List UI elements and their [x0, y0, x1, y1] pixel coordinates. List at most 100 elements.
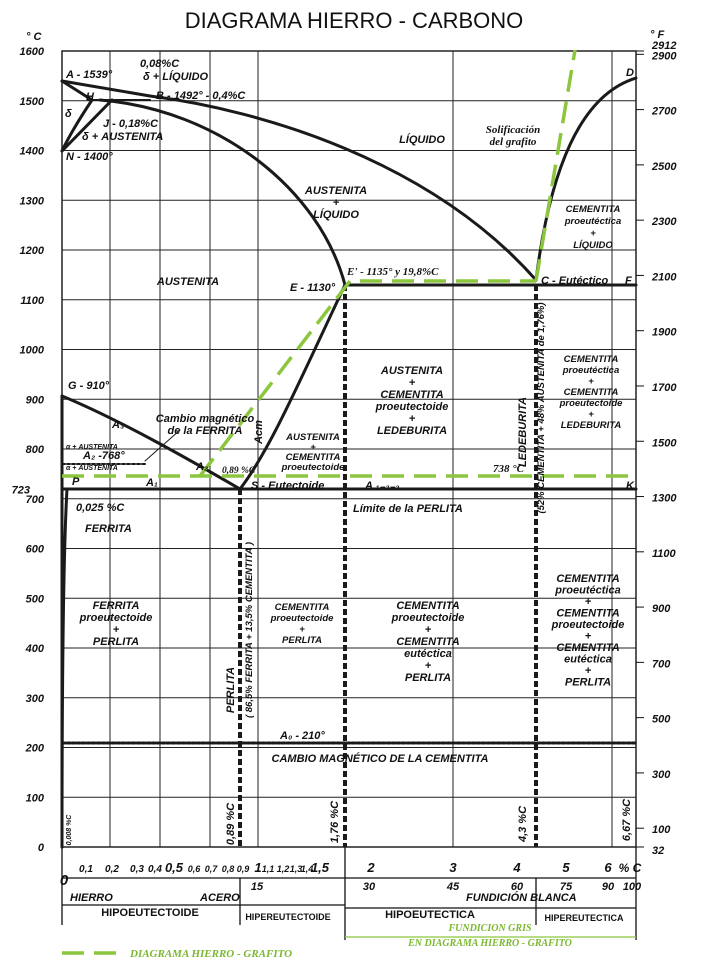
region-label: proeutectoide — [79, 612, 153, 624]
region-label: proeutectoide — [559, 398, 624, 409]
region-label: CEMENTITA — [564, 354, 619, 365]
region-label: AUSTENITA — [285, 432, 340, 443]
x-tick-label: 1,5 — [311, 860, 330, 875]
c-tick-label: 600 — [26, 544, 45, 556]
range-label: HIERRO — [70, 892, 113, 904]
c-tick-label: 1300 — [20, 195, 45, 207]
f-tick-label: 2500 — [651, 161, 677, 173]
region-label: proeutéctica — [554, 585, 620, 597]
c-tick-label: 300 — [26, 693, 45, 705]
region-label: CEMENTITA — [380, 389, 443, 401]
c-tick-label: 0 — [38, 842, 45, 854]
region-label: proeutectoide — [391, 612, 465, 624]
x-tick-label: 6 — [604, 860, 612, 875]
region-label: 1,76 %C — [329, 800, 341, 843]
region-label: CEMENTITA — [564, 387, 619, 398]
region-label: A₁ — [145, 477, 158, 489]
region-label: + — [113, 624, 120, 636]
x-tick-label: 3 — [449, 860, 457, 875]
region-label: A₀ - 210° — [279, 730, 325, 742]
x-tick-label: 2 — [366, 860, 375, 875]
region-label: eutéctica — [564, 654, 612, 666]
region-label: + — [310, 442, 316, 453]
region-label: A₃ — [111, 419, 124, 431]
region-label: CEMENTITA — [396, 600, 459, 612]
region-label: 0,008 %C — [66, 814, 73, 846]
f-tick-label: 300 — [652, 769, 671, 781]
x-tick-label: 0,3 — [130, 864, 144, 875]
range-label: HIPEREUTECTICA — [544, 913, 624, 923]
pointer — [144, 429, 181, 462]
region-label: ( 86,5% FERRITA + 13,5% CEMENTITA ) — [244, 542, 255, 718]
region-label: LEDEBURITA — [517, 397, 529, 467]
region-label: PERLITA — [282, 635, 322, 646]
x-tick-label: % C — [619, 861, 642, 875]
range-label: HIPOEUTECTOIDE — [101, 907, 199, 919]
range-label: ACERO — [199, 892, 240, 904]
range-label: FUNDICIÓN BLANCA — [466, 891, 577, 904]
x-tick-label: 0,8 — [222, 864, 235, 874]
x-tick-label: 0,4 — [148, 864, 162, 875]
region-label: FERRITA — [85, 523, 132, 535]
region-label: + — [588, 409, 594, 420]
f-tick-label: 1300 — [652, 493, 677, 505]
grid — [61, 50, 637, 848]
x-tick-label: 0 — [60, 872, 69, 889]
title: DIAGRAMA HIERRO - CARBONO — [185, 8, 524, 33]
region-label: δ — [65, 108, 72, 120]
f-tick-label: 700 — [652, 658, 671, 670]
region-label: LEDEBURITA — [561, 420, 622, 431]
region-label: α + AUSTENITA — [66, 465, 118, 472]
region-label: de la FERRITA — [168, 425, 243, 437]
region-label: PERLITA — [405, 672, 451, 684]
region-label: Cambio magnético — [156, 413, 255, 425]
region-label: + — [425, 660, 432, 672]
x-tick-label-2: 60 — [511, 881, 524, 893]
c-tick-label: 700 — [26, 494, 45, 506]
f-tick-label: 2300 — [651, 216, 677, 228]
region-label: + — [409, 377, 416, 389]
region-label: F — [625, 275, 632, 287]
c-tick-label: 723 — [12, 484, 30, 496]
region-label: B - 1492° - 0,4%C — [156, 90, 246, 102]
region-label: 0,08%C — [140, 58, 180, 70]
region-label: + — [588, 376, 594, 387]
x-tick-label-2: 75 — [560, 881, 573, 893]
legend-label: DIAGRAMA HIERRO - GRAFITO — [129, 948, 292, 960]
region-label: AUSTENITA — [380, 365, 443, 377]
a3-line — [60, 394, 242, 491]
phase-lines — [60, 49, 638, 849]
region-label: eutéctica — [404, 648, 452, 660]
f-tick-label: 2900 — [651, 50, 677, 62]
region-label: 0,89 %C — [225, 802, 237, 845]
c-tick-label: 1400 — [20, 146, 45, 158]
x-tick-label: 0,9 — [237, 864, 250, 874]
region-label: A ₁₋₂₋₃ — [364, 480, 400, 492]
region-label: S - Eutectoide — [251, 480, 324, 492]
x-tick-label-2: 100 — [623, 881, 642, 893]
composition-lines — [238, 285, 538, 847]
region-label: CEMENTITA — [286, 452, 341, 463]
range-label: FUNDICION GRIS — [447, 923, 532, 934]
region-label: A₂ — [195, 461, 208, 473]
region-label: proeutéctica — [564, 216, 622, 227]
region-label: δ + LÍQUIDO — [143, 70, 209, 83]
region-label: J - 0,18%C — [103, 118, 159, 130]
region-label: Solificación — [486, 124, 540, 136]
region-label: proeutectoide — [375, 401, 449, 413]
region-label: CEMENTITA — [556, 573, 619, 585]
region-label: 6,67 %C — [621, 798, 633, 841]
region-label: + — [333, 197, 340, 209]
range-label: HIPEREUTECTOIDE — [245, 912, 330, 922]
region-label: AUSTENITA — [156, 276, 219, 288]
region-label: N - 1400° — [66, 151, 113, 163]
region-label: A - 1539° — [65, 69, 113, 81]
x-tick-label: 0,6 — [188, 864, 202, 874]
region-label: CEMENTITA — [396, 636, 459, 648]
x-tick-label: 1,3 — [290, 864, 303, 874]
region-label: D — [626, 67, 634, 79]
region-label: P — [72, 476, 80, 488]
f-tick-label: 2100 — [651, 271, 677, 283]
x-tick-label: 1,2 — [277, 864, 290, 874]
